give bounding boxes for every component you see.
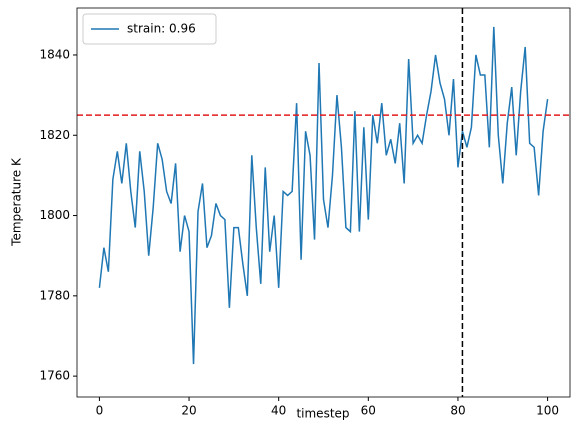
legend-label: strain: 0.96 <box>127 22 196 36</box>
x-axis-label: timestep <box>296 407 349 421</box>
y-axis-label: Temperature K <box>10 157 24 247</box>
data-line <box>98 26 549 365</box>
plot-frame <box>76 7 571 398</box>
y-tick-label: 1800 <box>39 208 70 222</box>
legend-box <box>82 13 217 45</box>
x-tick-label: 0 <box>96 404 104 418</box>
x-tick-label: 40 <box>271 404 286 418</box>
x-tick-label: 80 <box>450 404 465 418</box>
y-tick-label: 1780 <box>39 288 70 302</box>
x-tick-label: 60 <box>361 404 376 418</box>
y-tick-label: 1760 <box>39 369 70 383</box>
x-tick-label: 100 <box>536 404 559 418</box>
y-tick-label: 1840 <box>39 47 70 61</box>
x-tick-label: 20 <box>181 404 196 418</box>
y-tick-label: 1820 <box>39 128 70 142</box>
